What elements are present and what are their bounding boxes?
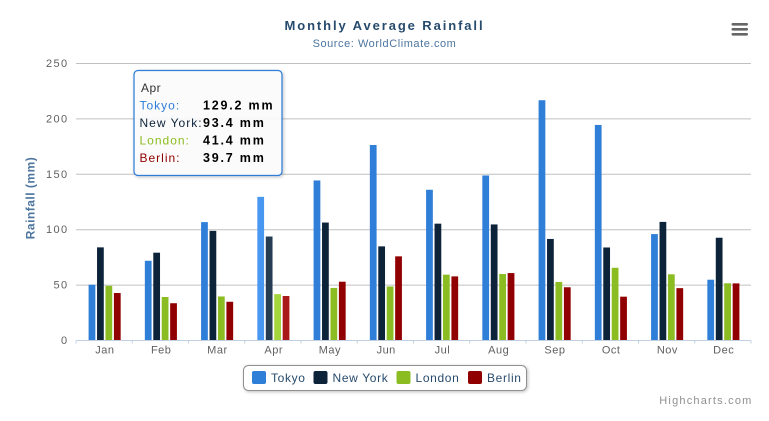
svg-text:Mar: Mar bbox=[207, 345, 227, 357]
svg-text:93.4 mm: 93.4 mm bbox=[203, 116, 266, 130]
svg-text:Berlin: Berlin bbox=[487, 371, 522, 385]
svg-text:Aug: Aug bbox=[488, 345, 509, 357]
svg-text:Berlin:: Berlin: bbox=[140, 151, 181, 165]
svg-text:London:: London: bbox=[140, 134, 190, 148]
svg-text:Apr: Apr bbox=[264, 345, 283, 357]
svg-text:Highcharts.com: Highcharts.com bbox=[659, 395, 752, 407]
svg-text:Jan: Jan bbox=[95, 345, 114, 357]
svg-text:New York: New York bbox=[333, 371, 389, 385]
svg-text:39.7 mm: 39.7 mm bbox=[203, 151, 266, 165]
svg-text:129.2 mm: 129.2 mm bbox=[203, 99, 274, 113]
svg-text:41.4 mm: 41.4 mm bbox=[203, 134, 266, 148]
svg-text:100: 100 bbox=[46, 224, 69, 236]
svg-text:Nov: Nov bbox=[657, 345, 678, 357]
svg-text:Monthly Average Rainfall: Monthly Average Rainfall bbox=[285, 18, 485, 33]
svg-text:Feb: Feb bbox=[151, 345, 171, 357]
svg-text:150: 150 bbox=[46, 169, 69, 181]
svg-text:London: London bbox=[416, 371, 460, 385]
svg-text:Apr: Apr bbox=[141, 81, 161, 95]
svg-text:Dec: Dec bbox=[713, 345, 734, 357]
svg-text:Tokyo:: Tokyo: bbox=[140, 99, 181, 113]
svg-text:200: 200 bbox=[46, 113, 69, 125]
svg-text:0: 0 bbox=[61, 335, 69, 347]
svg-text:Tokyo: Tokyo bbox=[271, 371, 306, 385]
svg-text:Sep: Sep bbox=[544, 345, 565, 357]
svg-text:Source: WorldClimate.com: Source: WorldClimate.com bbox=[313, 38, 457, 50]
svg-text:250: 250 bbox=[46, 58, 69, 70]
svg-text:50: 50 bbox=[53, 280, 68, 292]
svg-text:Rainfall (mm): Rainfall (mm) bbox=[24, 157, 38, 240]
svg-text:May: May bbox=[319, 345, 341, 357]
svg-text:Jul: Jul bbox=[435, 345, 451, 357]
svg-text:Oct: Oct bbox=[602, 345, 621, 357]
svg-text:Jun: Jun bbox=[377, 345, 396, 357]
svg-text:New York:: New York: bbox=[140, 116, 203, 130]
